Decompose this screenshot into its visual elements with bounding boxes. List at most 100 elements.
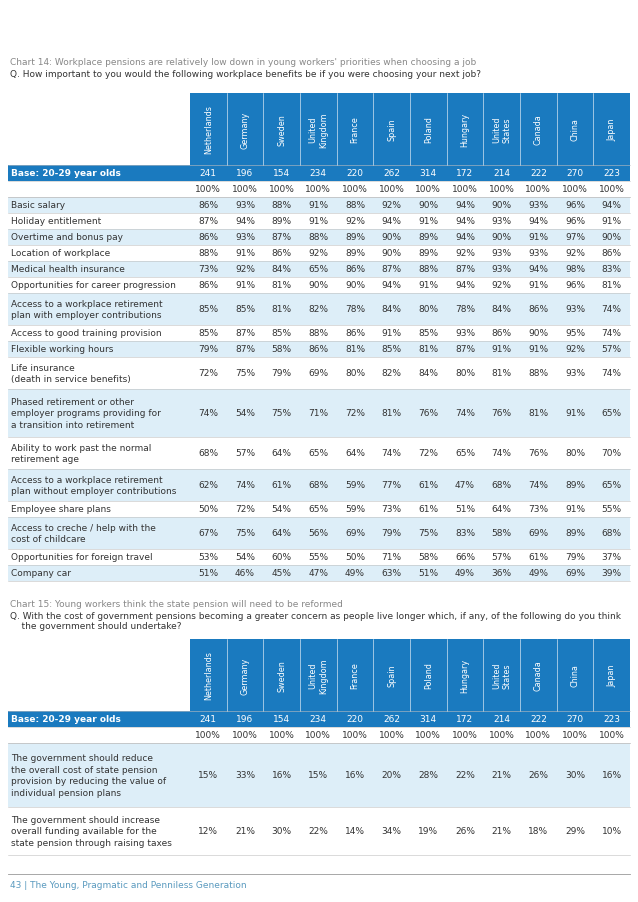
Text: 79%: 79% bbox=[565, 553, 585, 562]
Text: 36%: 36% bbox=[492, 569, 512, 578]
Text: 19%: 19% bbox=[419, 826, 438, 835]
Text: 15%: 15% bbox=[308, 770, 329, 779]
Text: 89%: 89% bbox=[345, 234, 365, 243]
Text: 54%: 54% bbox=[272, 505, 292, 514]
Text: Opportunities for foreign travel: Opportunities for foreign travel bbox=[11, 553, 152, 562]
Text: 16%: 16% bbox=[345, 770, 365, 779]
Text: 46%: 46% bbox=[235, 569, 255, 578]
Text: 83%: 83% bbox=[602, 265, 621, 274]
Text: 65%: 65% bbox=[455, 449, 475, 458]
Text: 81%: 81% bbox=[345, 345, 365, 354]
Text: 15%: 15% bbox=[198, 770, 218, 779]
Text: 100%: 100% bbox=[342, 185, 368, 194]
Text: 70%: 70% bbox=[602, 449, 621, 458]
Bar bbox=[8, 390, 630, 437]
Text: 74%: 74% bbox=[235, 481, 255, 490]
Text: 76%: 76% bbox=[419, 409, 438, 418]
Text: 94%: 94% bbox=[602, 201, 621, 210]
Text: 88%: 88% bbox=[198, 249, 218, 258]
Text: 51%: 51% bbox=[419, 569, 438, 578]
Text: 69%: 69% bbox=[565, 569, 585, 578]
Text: 92%: 92% bbox=[565, 249, 585, 258]
Text: 86%: 86% bbox=[492, 329, 512, 338]
Bar bbox=[8, 94, 190, 166]
Text: 29%: 29% bbox=[565, 826, 585, 835]
Text: 196: 196 bbox=[236, 714, 254, 723]
Bar bbox=[8, 294, 630, 326]
Text: 93%: 93% bbox=[492, 217, 512, 226]
Bar bbox=[8, 278, 630, 294]
Text: 81%: 81% bbox=[602, 281, 621, 290]
Text: 73%: 73% bbox=[528, 505, 549, 514]
Text: Ability to work past the normal
retirement age: Ability to work past the normal retireme… bbox=[11, 443, 151, 464]
Text: 81%: 81% bbox=[492, 369, 512, 378]
Text: 85%: 85% bbox=[198, 305, 218, 314]
Text: 91%: 91% bbox=[528, 345, 549, 354]
Text: 100%: 100% bbox=[379, 731, 404, 740]
Text: Hungary: Hungary bbox=[461, 113, 470, 147]
Text: 80%: 80% bbox=[419, 305, 438, 314]
Text: 81%: 81% bbox=[528, 409, 549, 418]
Text: France: France bbox=[350, 116, 359, 143]
Text: 100%: 100% bbox=[452, 185, 478, 194]
Bar bbox=[8, 518, 630, 549]
Text: 100%: 100% bbox=[232, 185, 258, 194]
Bar bbox=[8, 326, 630, 342]
Text: Access to a workplace retirement
plan without employer contributions: Access to a workplace retirement plan wi… bbox=[11, 475, 176, 496]
Text: 64%: 64% bbox=[272, 449, 292, 458]
Text: 57%: 57% bbox=[235, 449, 255, 458]
Text: Poland: Poland bbox=[424, 116, 433, 143]
Text: Sweden: Sweden bbox=[277, 114, 286, 146]
Text: France: France bbox=[350, 662, 359, 688]
Text: 74%: 74% bbox=[602, 329, 621, 338]
Bar bbox=[8, 566, 630, 582]
Text: Base: 20-29 year olds: Base: 20-29 year olds bbox=[11, 170, 121, 179]
Text: 91%: 91% bbox=[308, 217, 329, 226]
Text: United
Kingdom: United Kingdom bbox=[309, 658, 328, 693]
Text: 214: 214 bbox=[493, 714, 510, 723]
Text: 262: 262 bbox=[383, 170, 400, 179]
Text: 84%: 84% bbox=[492, 305, 512, 314]
Text: Q. How important to you would the following workplace benefits be if you were ch: Q. How important to you would the follow… bbox=[10, 70, 481, 78]
Text: 92%: 92% bbox=[345, 217, 365, 226]
Bar bbox=[8, 549, 630, 566]
Text: Chart 15: Young workers think the state pension will need to be reformed: Chart 15: Young workers think the state … bbox=[10, 599, 343, 608]
Text: 241: 241 bbox=[200, 714, 217, 723]
Text: 74%: 74% bbox=[528, 481, 548, 490]
Text: 96%: 96% bbox=[565, 217, 585, 226]
Text: 87%: 87% bbox=[455, 265, 475, 274]
Text: 91%: 91% bbox=[382, 329, 402, 338]
Text: 91%: 91% bbox=[492, 345, 512, 354]
Bar bbox=[8, 711, 630, 727]
Text: Overtime and bonus pay: Overtime and bonus pay bbox=[11, 234, 123, 243]
Text: 93%: 93% bbox=[528, 201, 549, 210]
Text: 89%: 89% bbox=[419, 249, 438, 258]
Text: 222: 222 bbox=[530, 714, 547, 723]
Text: 91%: 91% bbox=[308, 201, 329, 210]
Text: Access to good training provision: Access to good training provision bbox=[11, 329, 161, 338]
Text: 82%: 82% bbox=[308, 305, 329, 314]
Text: 94%: 94% bbox=[455, 217, 475, 226]
Text: Basic salary: Basic salary bbox=[11, 201, 65, 210]
Text: 65%: 65% bbox=[308, 265, 329, 274]
Text: Poland: Poland bbox=[424, 662, 433, 688]
Text: The government should increase
overall funding available for the
state pension t: The government should increase overall f… bbox=[11, 815, 172, 847]
Text: 93%: 93% bbox=[235, 201, 255, 210]
Text: 220: 220 bbox=[346, 170, 364, 179]
Bar bbox=[8, 437, 630, 469]
Text: Japan: Japan bbox=[607, 664, 616, 686]
Text: 87%: 87% bbox=[235, 345, 255, 354]
Text: 18%: 18% bbox=[528, 826, 549, 835]
Text: 97%: 97% bbox=[565, 234, 585, 243]
Text: 22%: 22% bbox=[308, 826, 329, 835]
Text: 68%: 68% bbox=[198, 449, 218, 458]
Text: 86%: 86% bbox=[198, 234, 218, 243]
Text: 98%: 98% bbox=[565, 265, 585, 274]
Text: United
Kingdom: United Kingdom bbox=[309, 112, 328, 148]
Text: 72%: 72% bbox=[198, 369, 218, 378]
Text: 77%: 77% bbox=[382, 481, 402, 490]
Bar bbox=[8, 245, 630, 262]
Text: 68%: 68% bbox=[308, 481, 329, 490]
Text: 100%: 100% bbox=[379, 185, 404, 194]
Text: 10%: 10% bbox=[602, 826, 621, 835]
